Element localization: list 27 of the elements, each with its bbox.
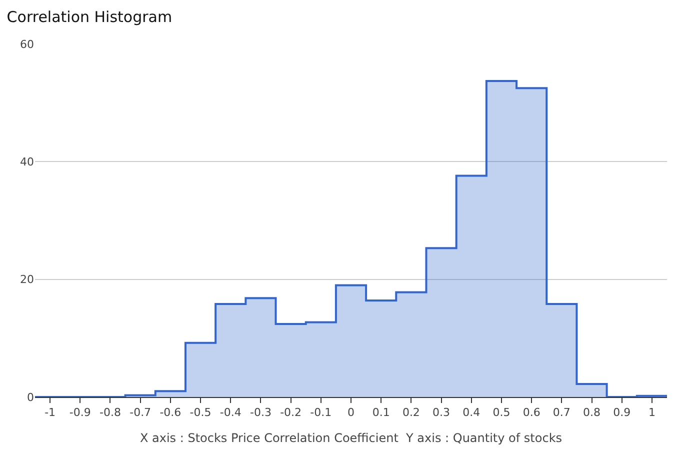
x-tick-label: -1 — [44, 406, 56, 420]
x-tick-label: 0.3 — [432, 406, 450, 420]
x-tick-label: 0.4 — [462, 406, 480, 420]
y-tick-label: 40 — [20, 156, 34, 169]
chart-title: Correlation Histogram — [6, 8, 172, 26]
x-tick-label: -0.5 — [190, 406, 212, 420]
x-tick-label: -0.3 — [250, 406, 272, 420]
x-tick-label: -0.6 — [160, 406, 182, 420]
y-tick-label: 20 — [20, 273, 34, 286]
x-tick-label: -0.8 — [100, 406, 121, 420]
x-axis-title: X axis : Stocks Price Correlation Coefficient Y axis : Quantity of stocks — [140, 431, 562, 446]
x-tick-label: -0.1 — [310, 406, 332, 420]
x-tick-label: -0.9 — [69, 406, 91, 420]
x-tick-label: -0.7 — [130, 406, 152, 420]
x-tick-label: 0.8 — [583, 406, 601, 420]
x-tick-label: -0.4 — [220, 406, 242, 420]
x-tick-label: 0.9 — [613, 406, 631, 420]
y-tick-label: 60 — [20, 38, 34, 51]
y-tick-label: 0 — [27, 390, 34, 404]
x-tick-label: 0.2 — [402, 406, 420, 420]
x-tick-label: 0.7 — [552, 406, 570, 420]
x-tick-label: 0 — [348, 406, 354, 420]
x-tick-label: -0.2 — [280, 406, 302, 420]
x-tick-label: 0.6 — [522, 406, 540, 420]
x-tick-label: 0.1 — [372, 406, 390, 420]
x-tick-label: 0.5 — [492, 406, 510, 420]
x-tick-label: 1 — [648, 406, 656, 420]
